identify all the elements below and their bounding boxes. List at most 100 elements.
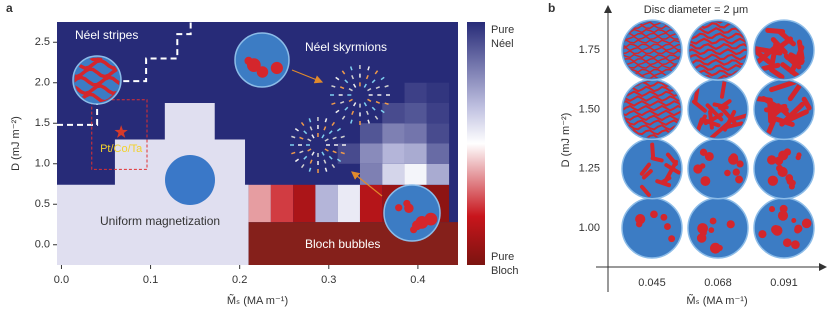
y-tick-label: 1.5 xyxy=(35,117,50,129)
bubble xyxy=(767,175,779,186)
spin xyxy=(341,70,346,75)
x-tick-label: 0.0 xyxy=(54,274,69,286)
disc-image xyxy=(383,184,441,242)
heatmap-cell xyxy=(382,143,405,164)
bubble xyxy=(708,227,715,234)
stripe xyxy=(623,119,681,126)
stripe xyxy=(623,100,681,107)
worm xyxy=(719,80,727,99)
heatmap-cell xyxy=(404,103,427,124)
spin xyxy=(371,79,376,84)
disc-image xyxy=(234,32,290,88)
bubble xyxy=(270,61,283,75)
spin xyxy=(341,115,346,120)
heatmap-cell xyxy=(359,184,383,223)
bubble xyxy=(768,206,776,213)
panel-label: b xyxy=(548,1,555,15)
sample-box xyxy=(91,99,148,170)
worm xyxy=(768,41,779,71)
stripe xyxy=(74,82,120,96)
spin xyxy=(384,84,389,88)
worm xyxy=(796,39,805,61)
disc-texture xyxy=(691,80,747,138)
region-label: Uniform magnetization xyxy=(100,214,220,228)
x-tick-label: 0.045 xyxy=(638,277,666,289)
disc-image xyxy=(753,78,815,141)
colorbar-label: Néel xyxy=(491,38,514,50)
spin xyxy=(353,102,357,107)
spin xyxy=(331,121,336,126)
spin xyxy=(324,118,328,123)
phase-boundary xyxy=(57,22,192,126)
bubble xyxy=(710,242,721,254)
x-tick-label: 0.4 xyxy=(410,274,425,286)
spin xyxy=(380,76,385,81)
spin xyxy=(374,115,379,120)
stripe xyxy=(689,37,747,45)
bubble xyxy=(709,217,717,225)
worm xyxy=(780,62,801,79)
bubble xyxy=(736,160,744,168)
worm xyxy=(719,106,737,125)
heatmap-cell xyxy=(359,143,383,164)
spin xyxy=(300,163,305,169)
colorbar-label: Bloch xyxy=(491,265,519,277)
worm xyxy=(755,47,772,65)
spin xyxy=(311,151,315,156)
heatmap-cell xyxy=(337,184,360,223)
uniform-disc xyxy=(165,155,215,205)
spin xyxy=(363,102,367,107)
spin xyxy=(344,106,349,111)
heatmap-cell xyxy=(359,123,383,144)
stripe xyxy=(74,67,120,79)
spin xyxy=(307,148,312,152)
disc-texture xyxy=(696,217,735,254)
stripe xyxy=(623,113,681,122)
bubble xyxy=(795,154,801,161)
spin xyxy=(294,127,299,132)
bubble xyxy=(395,204,403,212)
x-tick-label: 0.1 xyxy=(143,274,158,286)
spin xyxy=(367,87,372,92)
inset-arrow xyxy=(291,69,324,84)
heatmap-cell xyxy=(359,163,383,185)
stripe xyxy=(689,48,747,56)
heatmap-cell xyxy=(270,184,294,223)
disc-image xyxy=(753,197,815,259)
heatmap-cell xyxy=(426,103,450,124)
stripe xyxy=(689,32,747,40)
spin xyxy=(380,109,385,114)
spin xyxy=(291,135,296,139)
spin xyxy=(324,148,329,152)
heatmap-cell xyxy=(426,163,450,185)
spin xyxy=(350,119,353,124)
worm xyxy=(664,163,681,175)
heatmap-cell xyxy=(404,143,427,164)
worm xyxy=(642,169,653,180)
disc-texture xyxy=(639,142,681,197)
stripe xyxy=(689,42,747,51)
spin xyxy=(328,130,333,135)
y-tick-label: 2.5 xyxy=(35,36,50,48)
bubble xyxy=(693,164,703,174)
sample-label: Pt/Co/Ta xyxy=(100,143,143,155)
disc-texture xyxy=(758,204,812,249)
heatmap-cell xyxy=(382,123,405,144)
phase-label: Néel stripes xyxy=(75,28,138,42)
worm xyxy=(660,175,672,185)
stripe xyxy=(623,124,681,132)
disc-texture xyxy=(767,148,802,190)
stripe xyxy=(623,46,681,52)
worm xyxy=(801,96,812,111)
spin xyxy=(308,118,312,123)
spin xyxy=(323,159,327,164)
panel-title: Disc diameter = 2 μm xyxy=(644,4,748,16)
spin xyxy=(321,151,325,156)
spin xyxy=(351,75,355,80)
y-tick-label: 0.0 xyxy=(35,239,50,251)
y-tick-label: 1.75 xyxy=(579,44,600,56)
stripe xyxy=(623,60,681,66)
worm xyxy=(723,109,737,132)
x-tick-label: 0.091 xyxy=(770,277,798,289)
